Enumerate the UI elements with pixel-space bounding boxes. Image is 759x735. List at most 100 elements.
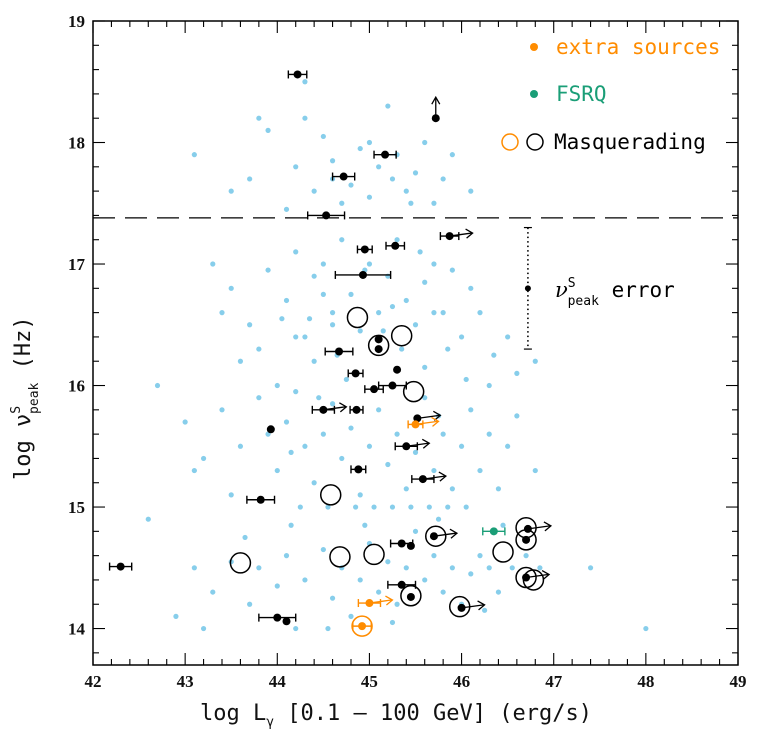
plot-frame <box>92 20 739 666</box>
background-point <box>495 589 502 595</box>
main-point-limit-arrow-head <box>433 410 442 421</box>
background-point <box>320 431 326 437</box>
background-point <box>348 291 354 297</box>
background-point <box>477 553 483 559</box>
background-point <box>376 164 382 170</box>
main-point-limit-arrow-head <box>541 569 551 581</box>
background-point <box>587 565 594 571</box>
background-point <box>210 589 216 595</box>
background-point <box>394 431 400 437</box>
main-point <box>116 562 125 571</box>
x-tick-label: 43 <box>177 672 194 691</box>
y-axis-title-sub: peak <box>27 382 42 413</box>
background-point <box>366 194 373 200</box>
background-point <box>228 492 234 498</box>
background-point <box>283 297 290 304</box>
background-point <box>228 285 234 291</box>
background-point <box>366 139 373 146</box>
x-tick-label: 44 <box>269 672 287 691</box>
background-point <box>293 389 299 395</box>
background-point <box>237 443 244 449</box>
masquerading-circle <box>425 525 447 547</box>
background-point <box>219 310 225 316</box>
background-point <box>458 334 465 340</box>
main-point <box>360 245 369 254</box>
background-point <box>458 443 465 449</box>
main-point <box>406 541 415 550</box>
background-point <box>468 188 474 194</box>
background-point <box>173 613 179 619</box>
background-point <box>403 297 409 304</box>
background-point <box>491 352 497 358</box>
main-point <box>418 475 427 484</box>
background-point <box>362 522 368 528</box>
error-indicator-nu: ν <box>555 278 568 302</box>
main-point <box>351 369 360 378</box>
masquerading-circle <box>346 306 369 329</box>
background-point <box>431 310 437 316</box>
background-point <box>389 504 396 510</box>
background-point <box>302 79 308 85</box>
background-point <box>643 625 649 632</box>
main-point <box>445 232 454 241</box>
background-point <box>366 443 373 449</box>
x-tick-label: 49 <box>730 672 747 691</box>
main-point <box>381 150 390 159</box>
background-point <box>283 206 290 212</box>
masquerading-circle <box>319 484 342 506</box>
background-point <box>445 504 451 510</box>
main-point <box>352 405 361 414</box>
background-point <box>357 577 363 583</box>
legend-masq-label: Masquerading <box>554 130 706 154</box>
background-point <box>339 455 345 462</box>
main-point-limit-arrow-head <box>477 600 486 611</box>
main-point <box>429 532 438 541</box>
main-point <box>402 442 411 451</box>
background-point <box>537 565 543 571</box>
background-point <box>500 522 506 528</box>
background-point <box>422 279 428 285</box>
background-point <box>357 145 363 152</box>
background-point <box>422 577 428 583</box>
background-point <box>449 152 455 158</box>
background-point <box>412 528 419 534</box>
background-point <box>191 565 197 571</box>
background-point <box>256 115 262 121</box>
background-point <box>463 504 469 510</box>
background-point <box>468 285 474 291</box>
background-point <box>449 565 455 571</box>
main-point <box>397 580 406 589</box>
y-axis-title-sup: S <box>9 406 24 414</box>
masquerading-extra-circle <box>351 615 373 637</box>
main-point <box>256 495 265 504</box>
background-point <box>339 200 345 206</box>
background-point <box>297 504 303 510</box>
extra-source-point-limit-arrow-head <box>431 416 440 427</box>
main-point-limit-arrow-head <box>421 438 431 449</box>
legend-masq-black-marker <box>526 133 544 151</box>
background-point <box>316 395 322 401</box>
y-tick-label: 15 <box>68 498 85 517</box>
background-point <box>486 565 492 571</box>
x-tick-label: 42 <box>85 672 102 691</box>
y-tick-label: 16 <box>68 377 85 396</box>
background-point <box>389 303 396 310</box>
main-point <box>391 241 400 250</box>
background-point <box>247 176 253 182</box>
background-point <box>274 467 280 474</box>
background-point <box>311 358 317 364</box>
background-point <box>302 577 308 583</box>
background-point <box>320 546 326 553</box>
x-axis-title: log Lγ [0.1 – 100 GeV] (erg/s) <box>200 701 592 730</box>
background-point <box>412 322 419 328</box>
background-point <box>385 461 391 468</box>
main-point <box>282 617 291 626</box>
background-point <box>486 382 492 389</box>
background-point <box>311 480 317 486</box>
background-point <box>486 431 492 437</box>
background-point <box>403 188 409 194</box>
background-point <box>265 267 271 273</box>
x-tick-label: 47 <box>545 672 563 691</box>
legend-fsrq-marker <box>530 90 538 98</box>
